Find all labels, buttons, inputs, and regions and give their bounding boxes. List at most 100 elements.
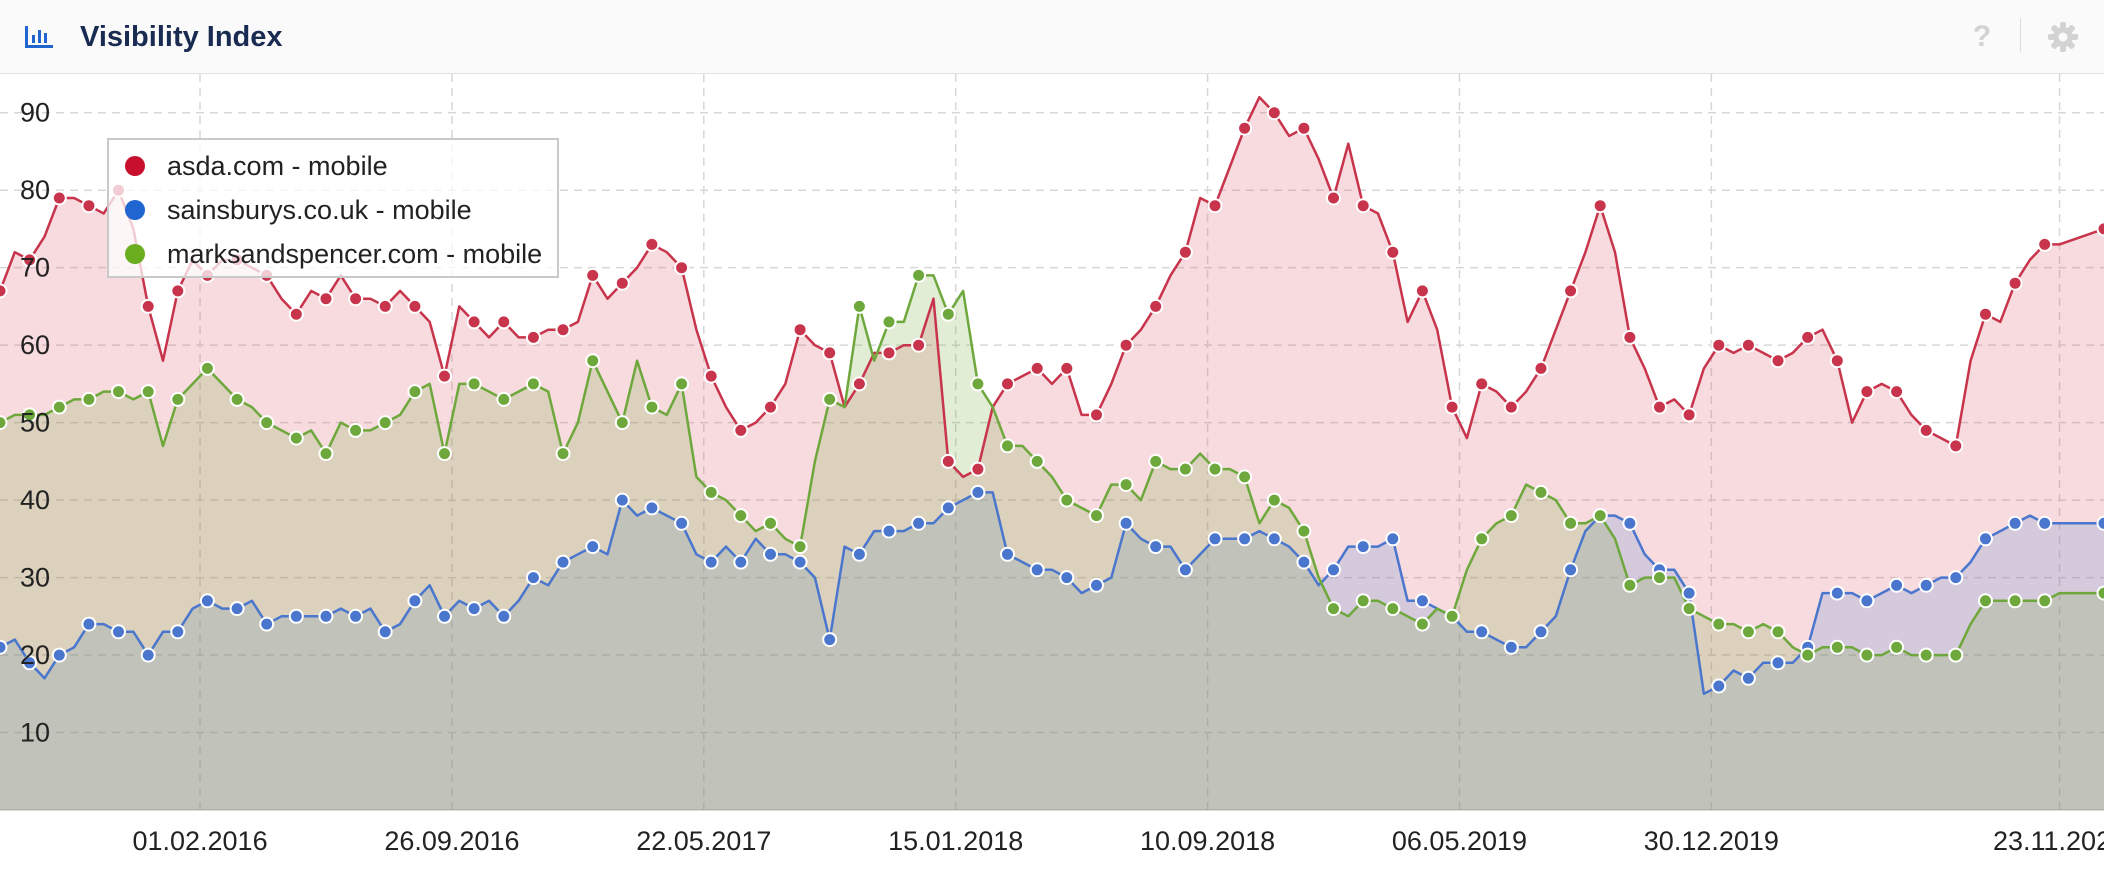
point-marksandspencer[interactable] <box>0 415 8 431</box>
point-marksandspencer[interactable] <box>703 484 719 500</box>
point-marksandspencer[interactable] <box>1533 484 1549 500</box>
point-sainsburys[interactable] <box>1978 531 1993 547</box>
point-sainsburys[interactable] <box>81 616 97 632</box>
point-asda[interactable] <box>1533 360 1549 376</box>
point-sainsburys[interactable] <box>555 554 571 570</box>
point-sainsburys[interactable] <box>1474 624 1490 640</box>
point-sainsburys[interactable] <box>970 484 986 500</box>
point-sainsburys[interactable] <box>614 492 630 508</box>
point-asda[interactable] <box>1503 399 1519 415</box>
point-asda[interactable] <box>407 298 423 314</box>
point-marksandspencer[interactable] <box>792 539 808 555</box>
point-asda[interactable] <box>1770 353 1786 369</box>
point-marksandspencer[interactable] <box>674 376 690 392</box>
point-asda[interactable] <box>525 329 541 345</box>
point-marksandspencer[interactable] <box>22 407 38 423</box>
point-marksandspencer[interactable] <box>1829 639 1845 655</box>
point-asda[interactable] <box>1148 298 1164 314</box>
point-marksandspencer[interactable] <box>1474 531 1490 547</box>
point-marksandspencer[interactable] <box>1118 477 1134 493</box>
point-marksandspencer[interactable] <box>1948 647 1964 663</box>
point-marksandspencer[interactable] <box>1770 624 1786 640</box>
point-marksandspencer[interactable] <box>1089 508 1104 524</box>
point-sainsburys[interactable] <box>851 546 867 562</box>
point-marksandspencer[interactable] <box>170 391 186 407</box>
point-sainsburys[interactable] <box>170 624 186 640</box>
point-asda[interactable] <box>881 345 897 361</box>
point-marksandspencer[interactable] <box>288 430 304 446</box>
point-marksandspencer[interactable] <box>437 446 452 462</box>
point-marksandspencer[interactable] <box>763 515 778 531</box>
point-asda[interactable] <box>288 306 304 322</box>
point-sainsburys[interactable] <box>585 539 601 555</box>
point-asda[interactable] <box>614 275 630 291</box>
point-marksandspencer[interactable] <box>822 391 838 407</box>
point-asda[interactable] <box>1326 190 1341 206</box>
point-sainsburys[interactable] <box>1948 570 1964 586</box>
point-marksandspencer[interactable] <box>407 384 423 400</box>
point-marksandspencer[interactable] <box>1326 601 1341 617</box>
point-sainsburys[interactable] <box>644 500 660 516</box>
point-asda[interactable] <box>377 298 393 314</box>
point-marksandspencer[interactable] <box>229 391 245 407</box>
point-asda[interactable] <box>140 298 156 314</box>
point-sainsburys[interactable] <box>1059 570 1075 586</box>
point-sainsburys[interactable] <box>199 593 215 609</box>
point-marksandspencer[interactable] <box>1177 461 1193 477</box>
point-asda[interactable] <box>2096 221 2104 237</box>
point-sainsburys[interactable] <box>1266 531 1282 547</box>
point-sainsburys[interactable] <box>1859 593 1875 609</box>
point-sainsburys[interactable] <box>822 632 838 648</box>
point-marksandspencer[interactable] <box>1622 577 1638 593</box>
point-sainsburys[interactable] <box>51 647 67 663</box>
point-marksandspencer[interactable] <box>733 508 749 524</box>
point-marksandspencer[interactable] <box>1889 639 1905 655</box>
point-asda[interactable] <box>1800 329 1816 345</box>
point-sainsburys[interactable] <box>348 608 364 624</box>
point-marksandspencer[interactable] <box>199 360 215 376</box>
point-marksandspencer[interactable] <box>1800 647 1816 663</box>
point-marksandspencer[interactable] <box>2037 593 2053 609</box>
point-marksandspencer[interactable] <box>1355 593 1371 609</box>
point-marksandspencer[interactable] <box>377 415 393 431</box>
point-asda[interactable] <box>644 236 660 252</box>
point-marksandspencer[interactable] <box>585 353 601 369</box>
point-asda[interactable] <box>1652 399 1667 415</box>
point-sainsburys[interactable] <box>2037 515 2053 531</box>
point-asda[interactable] <box>1385 244 1401 260</box>
point-marksandspencer[interactable] <box>1859 647 1875 663</box>
point-asda[interactable] <box>170 283 186 299</box>
point-sainsburys[interactable] <box>1326 562 1341 578</box>
point-asda[interactable] <box>1592 198 1608 214</box>
point-sainsburys[interactable] <box>318 608 334 624</box>
point-sainsburys[interactable] <box>1000 546 1015 562</box>
point-asda[interactable] <box>1266 105 1282 121</box>
point-marksandspencer[interactable] <box>525 376 541 392</box>
point-sainsburys[interactable] <box>22 655 38 671</box>
point-asda[interactable] <box>2007 275 2023 291</box>
point-sainsburys[interactable] <box>1089 577 1104 593</box>
point-asda[interactable] <box>1414 283 1430 299</box>
point-asda[interactable] <box>674 260 690 276</box>
point-asda[interactable] <box>1829 353 1845 369</box>
point-sainsburys[interactable] <box>1414 593 1430 609</box>
point-sainsburys[interactable] <box>2007 515 2023 531</box>
point-asda[interactable] <box>1622 329 1638 345</box>
point-asda[interactable] <box>466 314 482 330</box>
point-sainsburys[interactable] <box>437 608 452 624</box>
legend-item-sainsburys[interactable]: sainsburys.co.uk - mobile <box>117 190 557 230</box>
point-sainsburys[interactable] <box>466 601 482 617</box>
point-sainsburys[interactable] <box>881 523 897 539</box>
point-marksandspencer[interactable] <box>2007 593 2023 609</box>
point-asda[interactable] <box>1474 376 1490 392</box>
point-sainsburys[interactable] <box>1355 539 1371 555</box>
point-sainsburys[interactable] <box>288 608 304 624</box>
point-sainsburys[interactable] <box>1503 639 1519 655</box>
point-sainsburys[interactable] <box>792 554 808 570</box>
point-asda[interactable] <box>1740 337 1756 353</box>
point-asda[interactable] <box>1711 337 1727 353</box>
point-sainsburys[interactable] <box>733 554 749 570</box>
point-asda[interactable] <box>1889 384 1905 400</box>
point-sainsburys[interactable] <box>111 624 126 640</box>
point-sainsburys[interactable] <box>1029 562 1045 578</box>
